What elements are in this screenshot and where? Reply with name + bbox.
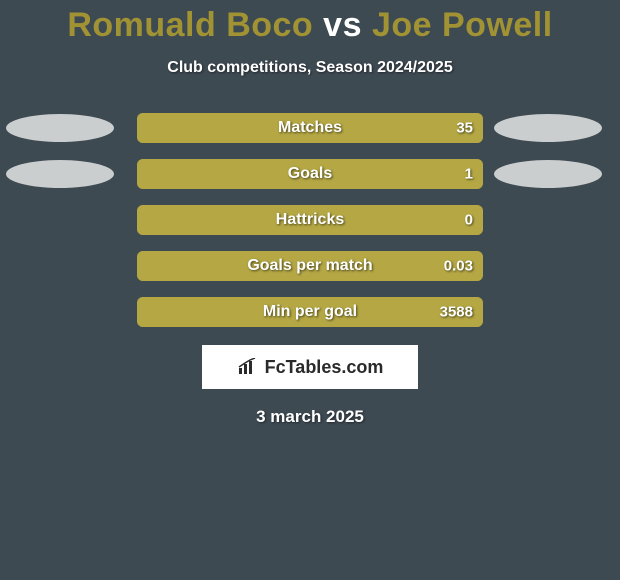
stat-row: Matches 35 (0, 105, 620, 151)
stat-bar: Goals per match 0.03 (137, 251, 483, 281)
subtitle: Club competitions, Season 2024/2025 (0, 59, 620, 77)
stat-label: Matches (278, 119, 342, 137)
comparison-title: Romuald Boco vs Joe Powell (0, 0, 620, 45)
stat-bar: Min per goal 3588 (137, 297, 483, 327)
player1-name: Romuald Boco (67, 6, 313, 44)
bar-chart-icon (237, 358, 259, 376)
stat-value: 0.03 (444, 258, 473, 275)
stat-value: 35 (456, 120, 473, 137)
player2-name: Joe Powell (372, 6, 553, 44)
stat-label: Goals (288, 165, 332, 183)
stat-label: Goals per match (247, 257, 372, 275)
brand-text: FcTables.com (265, 357, 384, 378)
stat-row: Hattricks 0 (0, 197, 620, 243)
stat-row: Goals 1 (0, 151, 620, 197)
stats-chart: Matches 35 Goals 1 Hattricks 0 Goals per match… (0, 105, 620, 335)
stat-bar: Hattricks 0 (137, 205, 483, 235)
player1-ellipse (6, 114, 114, 142)
stat-bar: Goals 1 (137, 159, 483, 189)
vs-text: vs (323, 6, 362, 44)
stat-bar: Matches 35 (137, 113, 483, 143)
stat-row: Goals per match 0.03 (0, 243, 620, 289)
player2-ellipse (494, 114, 602, 142)
stat-label: Hattricks (276, 211, 344, 229)
player2-ellipse (494, 160, 602, 188)
stat-label: Min per goal (263, 303, 357, 321)
stat-value: 1 (465, 166, 473, 183)
date-label: 3 march 2025 (0, 407, 620, 427)
stat-value: 0 (465, 212, 473, 229)
stat-value: 3588 (440, 304, 473, 321)
stat-row: Min per goal 3588 (0, 289, 620, 335)
player1-ellipse (6, 160, 114, 188)
brand-box: FcTables.com (202, 345, 418, 389)
